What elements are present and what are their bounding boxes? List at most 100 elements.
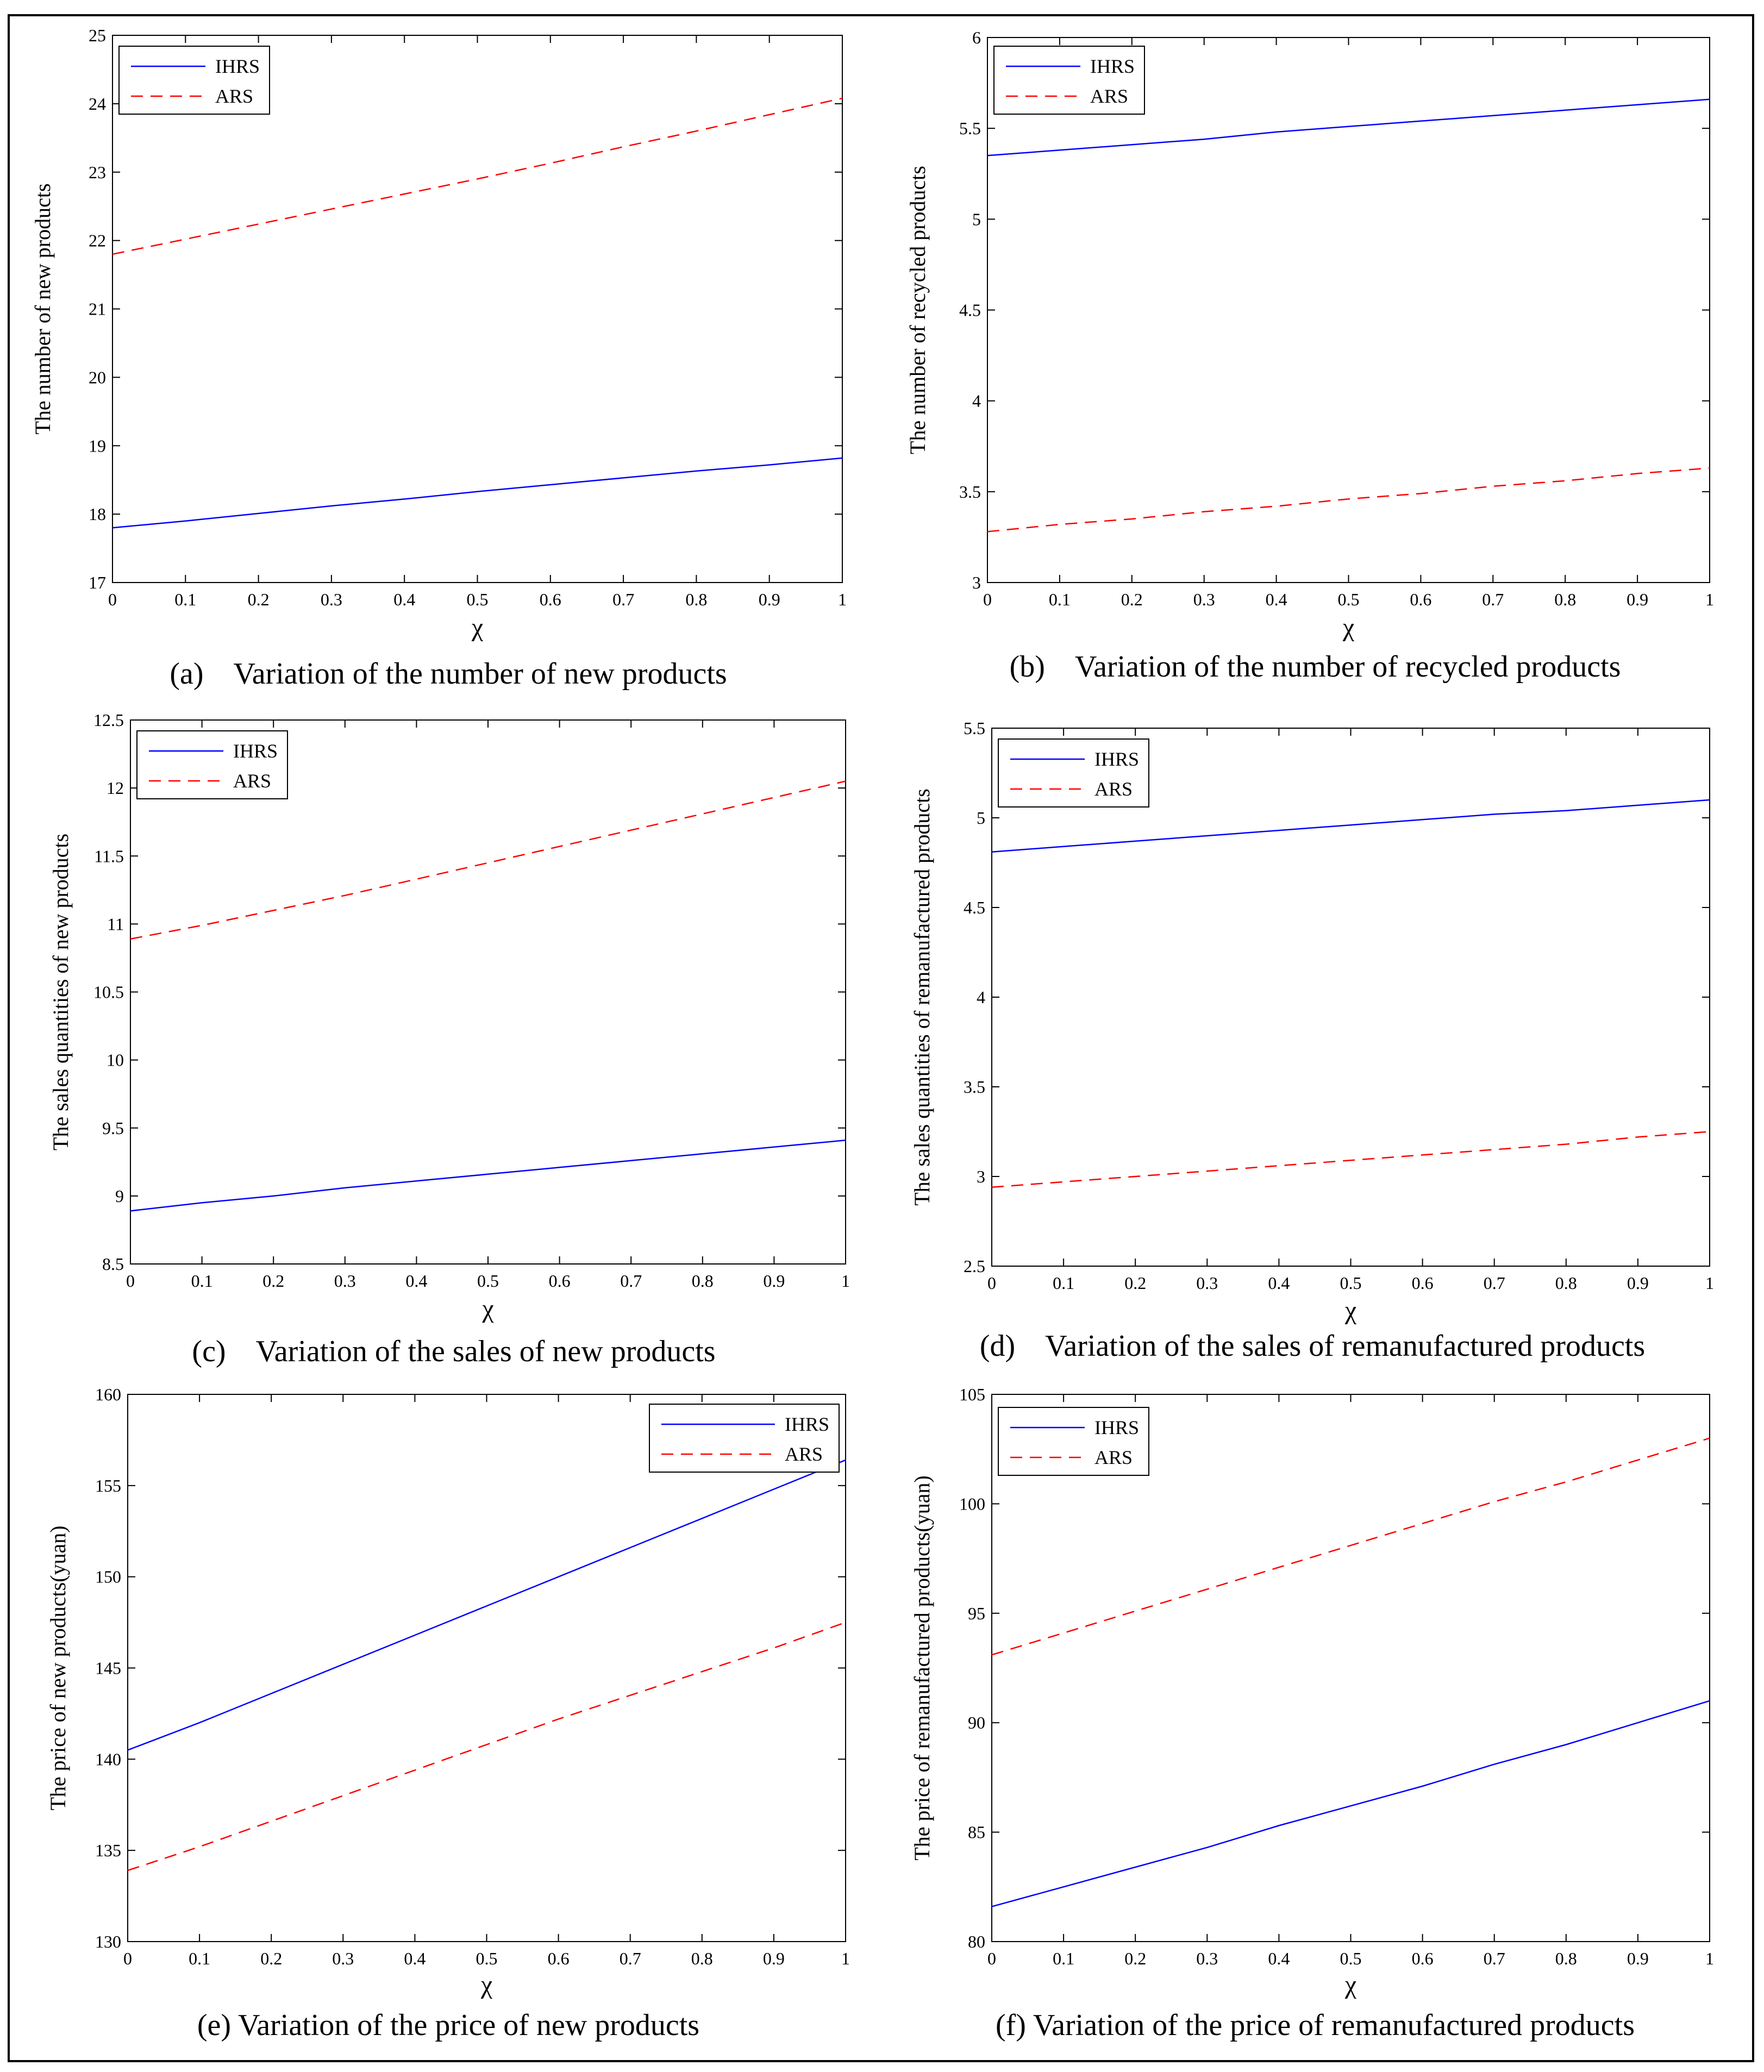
plot-area bbox=[130, 719, 846, 1265]
y-tick-label: 130 bbox=[95, 1932, 121, 1951]
plot-area bbox=[127, 1394, 846, 1942]
x-tick-label: 1 bbox=[841, 1271, 850, 1291]
y-tick-label: 140 bbox=[95, 1749, 121, 1769]
chart-panel-5: 0 0.1 0.2 0.3 0.4 0.5 0.6 0.7 0.8 0.9 1 130 135 140 14… bbox=[46, 1385, 850, 2042]
legend: IHRS ARS bbox=[649, 1404, 840, 1473]
x-tick-label: 0.9 bbox=[1627, 590, 1648, 609]
legend-box bbox=[998, 738, 1149, 807]
y-tick-label: 18 bbox=[89, 504, 106, 524]
y-axis-label: The price of new products(yuan) bbox=[46, 1525, 70, 1810]
y-tick-label: 3 bbox=[977, 1167, 985, 1186]
x-tick-label: 0.2 bbox=[1124, 1273, 1146, 1293]
legend-box bbox=[136, 730, 288, 799]
x-tick-label: 0.9 bbox=[759, 590, 780, 609]
legend-label-ihrs: IHRS bbox=[785, 1413, 829, 1435]
x-tick-label: 0.7 bbox=[1482, 590, 1504, 609]
x-tick-label: 0.5 bbox=[1338, 590, 1360, 609]
series-line-ihrs bbox=[130, 1140, 846, 1212]
series-line-ars bbox=[991, 1437, 1710, 1656]
legend-label-ihrs: IHRS bbox=[1090, 55, 1135, 77]
y-tick-label: 10 bbox=[107, 1050, 124, 1070]
x-tick-label: 0.9 bbox=[763, 1949, 785, 1968]
panel-caption: (d) Variation of the sales of remanufact… bbox=[980, 1329, 1645, 1363]
y-tick-label: 85 bbox=[968, 1823, 985, 1842]
x-tick-label: 0.3 bbox=[1196, 1949, 1218, 1968]
y-tick-label: 5.5 bbox=[959, 118, 981, 138]
x-tick-label: 0.8 bbox=[1555, 1273, 1577, 1293]
chart-panel-2: 0 0.1 0.2 0.3 0.4 0.5 0.6 0.7 0.8 0.9 1 3 3.5 4 4.5 5 5.… bbox=[905, 28, 1714, 684]
series-line-ars bbox=[991, 1131, 1710, 1188]
plot-area bbox=[991, 1394, 1710, 1942]
y-tick-label: 12.5 bbox=[93, 710, 124, 730]
x-tick-label: 0.7 bbox=[1484, 1273, 1505, 1293]
y-tick-label: 6 bbox=[972, 28, 981, 47]
x-tick-label: 0.8 bbox=[691, 1949, 713, 1968]
series-line-ars bbox=[987, 467, 1710, 533]
chart-panel-1: 0 0.1 0.2 0.3 0.4 0.5 0.6 0.7 0.8 0.9 1 17 18 19 20 21 2… bbox=[30, 26, 847, 691]
x-tick-label: 0.1 bbox=[1053, 1273, 1074, 1293]
y-axis-label: The number of recycled products bbox=[905, 166, 930, 454]
series-line-ihrs bbox=[991, 1700, 1710, 1907]
y-tick-label: 90 bbox=[968, 1713, 985, 1732]
x-tick-label: 0.2 bbox=[1124, 1949, 1146, 1968]
x-tick-label: 0.4 bbox=[1268, 1949, 1290, 1968]
x-tick-label: 0.1 bbox=[1049, 590, 1071, 609]
x-tick-label: 0.8 bbox=[685, 590, 707, 609]
x-tick-label: 0.2 bbox=[260, 1949, 282, 1968]
y-tick-label: 9.5 bbox=[102, 1118, 124, 1138]
x-tick-label: 0 bbox=[987, 1949, 996, 1968]
x-tick-label: 0.8 bbox=[1555, 1949, 1577, 1968]
x-tick-label: 0.3 bbox=[332, 1949, 354, 1968]
x-tick-label: 0 bbox=[987, 1273, 996, 1293]
x-tick-label: 0.4 bbox=[1266, 590, 1287, 609]
panel-caption: (b) Variation of the number of recycled … bbox=[1010, 650, 1621, 684]
x-tick-label: 0.1 bbox=[1053, 1949, 1074, 1968]
series-line-ars bbox=[127, 1622, 846, 1871]
legend-label-ars: ARS bbox=[233, 770, 271, 792]
x-tick-label: 0.2 bbox=[262, 1271, 284, 1291]
y-tick-label: 2.5 bbox=[964, 1256, 985, 1276]
y-tick-label: 3.5 bbox=[964, 1077, 985, 1097]
y-tick-label: 145 bbox=[95, 1658, 121, 1678]
y-tick-label: 4.5 bbox=[959, 301, 981, 320]
x-tick-label: 0.8 bbox=[1554, 590, 1576, 609]
x-tick-label: 0.1 bbox=[191, 1271, 213, 1291]
plot-area bbox=[112, 35, 843, 583]
y-tick-label: 8.5 bbox=[102, 1254, 124, 1274]
x-tick-label: 0.8 bbox=[692, 1271, 714, 1291]
plot-area bbox=[991, 728, 1710, 1267]
figure-frame bbox=[8, 14, 1754, 2062]
y-tick-label: 95 bbox=[968, 1604, 985, 1623]
legend: IHRS ARS bbox=[118, 46, 270, 115]
x-tick-label: 1 bbox=[1705, 1273, 1714, 1293]
y-axis-label: The sales quantities of new products bbox=[48, 834, 73, 1150]
x-tick-label: 0 bbox=[983, 590, 992, 609]
legend: IHRS ARS bbox=[998, 738, 1149, 807]
series-line-ihrs bbox=[987, 98, 1710, 157]
x-axis-label: χ bbox=[1342, 613, 1355, 642]
x-tick-label: 0.5 bbox=[476, 1949, 498, 1968]
x-tick-label: 0.4 bbox=[404, 1949, 426, 1968]
x-tick-label: 0.5 bbox=[1340, 1949, 1362, 1968]
x-tick-label: 0.4 bbox=[405, 1271, 427, 1291]
y-tick-label: 11 bbox=[107, 914, 124, 934]
x-axis-label: χ bbox=[1344, 1970, 1357, 1999]
legend-label-ars: ARS bbox=[1090, 85, 1128, 107]
series-line-ihrs bbox=[112, 457, 843, 529]
x-tick-label: 0.5 bbox=[477, 1271, 499, 1291]
y-axis-label: The number of new products bbox=[30, 183, 55, 434]
y-tick-label: 100 bbox=[959, 1494, 985, 1513]
chart-panel-3: 0 0.1 0.2 0.3 0.4 0.5 0.6 0.7 0.8 0.9 1 8.5 9 9.5 10 10… bbox=[48, 710, 850, 1368]
y-tick-label: 5.5 bbox=[964, 718, 985, 738]
x-tick-label: 0.3 bbox=[334, 1271, 356, 1291]
x-tick-label: 0.3 bbox=[1196, 1273, 1218, 1293]
y-tick-label: 17 bbox=[89, 573, 106, 592]
y-tick-label: 105 bbox=[959, 1385, 985, 1404]
x-tick-label: 0 bbox=[123, 1949, 132, 1968]
panel-caption: (f) Variation of the price of remanufact… bbox=[996, 2008, 1635, 2042]
y-tick-label: 4.5 bbox=[964, 898, 985, 917]
x-tick-label: 0 bbox=[126, 1271, 135, 1291]
x-tick-label: 0.3 bbox=[321, 590, 342, 609]
x-tick-label: 0.6 bbox=[1410, 590, 1431, 609]
y-tick-label: 160 bbox=[95, 1385, 121, 1404]
